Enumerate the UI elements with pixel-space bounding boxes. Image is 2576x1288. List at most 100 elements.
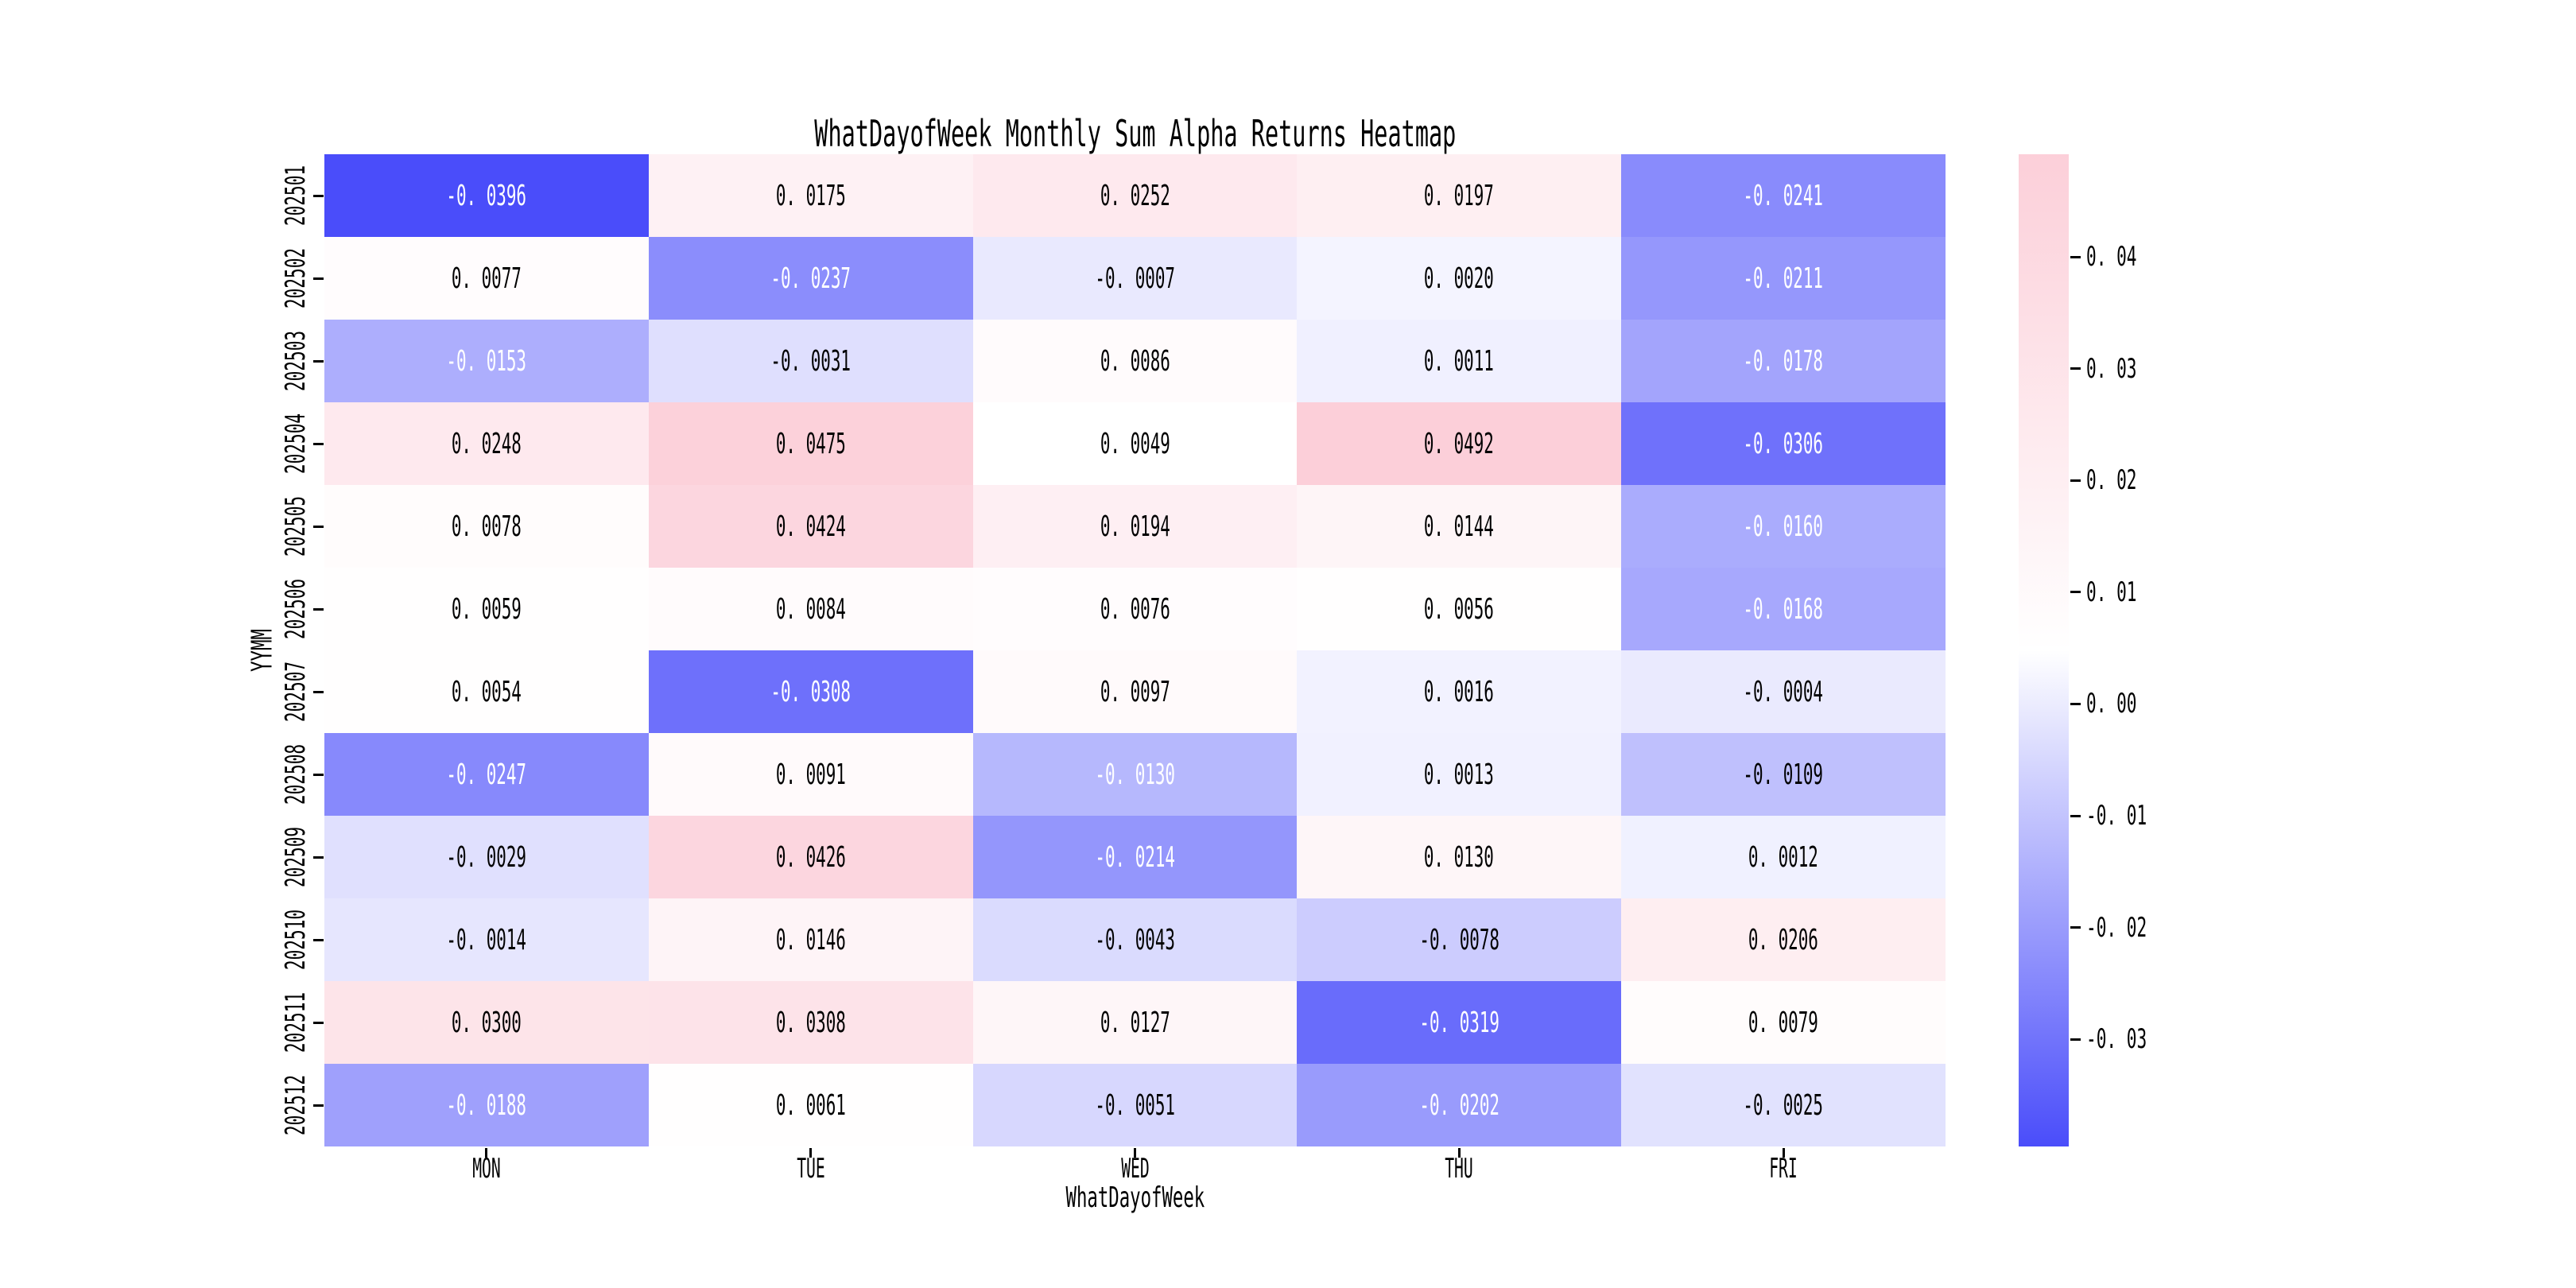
y-tick-mark <box>313 690 324 693</box>
y-tick-label-text: 202511 <box>280 991 312 1053</box>
heatmap-cell-202511-THU: -0. 0319 <box>1297 981 1622 1064</box>
heatmap-cell-202505-MON: 0. 0078 <box>324 485 649 568</box>
x-tick-mark <box>809 1148 813 1158</box>
y-axis-label-text: YYMM <box>246 629 279 672</box>
cell-value: -0. 0025 <box>1743 1088 1824 1122</box>
x-tick-label-text: THU <box>1445 1153 1474 1185</box>
heatmap-cell-202501-THU: 0. 0197 <box>1297 154 1622 237</box>
heatmap-cell-202506-TUE: 0. 0084 <box>648 568 973 650</box>
colorbar-tick-mark <box>2070 591 2081 594</box>
colorbar-tick-mark <box>2070 926 2081 929</box>
cell-value: 0. 0084 <box>775 592 846 626</box>
cell-value: -0. 0237 <box>770 262 851 295</box>
heatmap-cell-202512-FRI: -0. 0025 <box>1621 1064 1946 1146</box>
cell-value: 0. 0054 <box>451 675 522 708</box>
heatmap-cell-202510-MON: -0. 0014 <box>324 898 649 981</box>
heatmap-cell-202506-WED: 0. 0076 <box>972 568 1298 650</box>
heatmap-cell-202512-THU: -0. 0202 <box>1297 1064 1622 1146</box>
y-tick-label-text: 202507 <box>280 661 312 723</box>
cell-value: 0. 0077 <box>451 262 522 295</box>
cell-value: 0. 0086 <box>1100 344 1170 378</box>
y-tick-mark <box>313 855 324 859</box>
cell-value: -0. 0007 <box>1095 262 1175 295</box>
heatmap-grid: -0. 0396 0. 0175 0. 0252 0. 0197 -0. 0241 0. … <box>324 154 1946 1146</box>
heatmap-cell-202509-TUE: 0. 0426 <box>648 816 973 898</box>
heatmap-cell-202509-FRI: 0. 0012 <box>1621 816 1946 898</box>
cell-value: 0. 0194 <box>1100 510 1170 543</box>
x-tick-label-text: MON <box>472 1153 501 1185</box>
y-tick-mark <box>313 194 324 197</box>
heatmap-cell-202504-TUE: 0. 0475 <box>648 402 973 485</box>
cell-value: 0. 0091 <box>775 758 846 791</box>
heatmap-cell-202504-WED: 0. 0049 <box>972 402 1298 485</box>
x-axis-label: WhatDayofWeek <box>324 1181 1946 1214</box>
cell-value: 0. 0424 <box>775 510 846 543</box>
colorbar-tick-label-text: -0. 01 <box>2086 800 2147 832</box>
cell-value: -0. 0160 <box>1743 510 1824 543</box>
cell-value: 0. 0206 <box>1748 923 1819 956</box>
colorbar-tick-label-text: 0. 02 <box>2086 464 2137 497</box>
heatmap-cell-202503-WED: 0. 0086 <box>972 320 1298 402</box>
colorbar-tick-label-text: 0. 01 <box>2086 576 2137 608</box>
cell-value: 0. 0252 <box>1100 179 1170 212</box>
cell-value: -0. 0078 <box>1419 923 1499 956</box>
cell-value: -0. 0202 <box>1419 1088 1499 1122</box>
y-tick-label-text: 202502 <box>280 247 312 309</box>
cell-value: 0. 0175 <box>775 179 846 212</box>
x-tick-mark <box>1457 1148 1461 1158</box>
y-tick-label-text: 202506 <box>280 578 312 640</box>
cell-value: -0. 0319 <box>1419 1006 1499 1039</box>
cell-value: 0. 0020 <box>1424 262 1495 295</box>
heatmap-cell-202512-TUE: 0. 0061 <box>648 1064 973 1146</box>
cell-value: 0. 0308 <box>775 1006 846 1039</box>
cell-value: 0. 0049 <box>1100 427 1170 460</box>
cell-value: -0. 0004 <box>1743 675 1824 708</box>
cell-value: 0. 0144 <box>1424 510 1495 543</box>
cell-value: 0. 0426 <box>775 840 846 874</box>
cell-value: 0. 0056 <box>1424 592 1495 626</box>
x-tick-mark <box>1134 1148 1136 1158</box>
heatmap-cell-202508-THU: 0. 0013 <box>1297 733 1622 816</box>
heatmap-cell-202508-TUE: 0. 0091 <box>648 733 973 816</box>
cell-value: -0. 0043 <box>1095 923 1175 956</box>
heatmap-cell-202511-FRI: 0. 0079 <box>1621 981 1946 1064</box>
y-tick-label-text: 202508 <box>280 743 312 805</box>
colorbar-tick-mark <box>2070 1038 2081 1041</box>
y-tick-label-text: 202504 <box>280 413 312 475</box>
colorbar-tick-mark <box>2070 367 2081 370</box>
y-tick-mark <box>313 359 324 363</box>
cell-value: 0. 0146 <box>775 923 846 956</box>
heatmap-cell-202507-MON: 0. 0054 <box>324 650 649 733</box>
y-tick-mark <box>313 525 324 528</box>
cell-value: 0. 0013 <box>1424 758 1495 791</box>
heatmap-cell-202504-MON: 0. 0248 <box>324 402 649 485</box>
cell-value: -0. 0306 <box>1743 427 1824 460</box>
cell-value: 0. 0492 <box>1424 427 1495 460</box>
heatmap-cell-202511-TUE: 0. 0308 <box>648 981 973 1064</box>
heatmap-cell-202510-FRI: 0. 0206 <box>1621 898 1946 981</box>
cell-value: -0. 0178 <box>1743 344 1824 378</box>
heatmap-cell-202506-THU: 0. 0056 <box>1297 568 1622 650</box>
heatmap-cell-202509-WED: -0. 0214 <box>972 816 1298 898</box>
heatmap-cell-202507-THU: 0. 0016 <box>1297 650 1622 733</box>
heatmap-cell-202509-THU: 0. 0130 <box>1297 816 1622 898</box>
heatmap-cell-202508-MON: -0. 0247 <box>324 733 649 816</box>
cell-value: -0. 0014 <box>446 923 527 956</box>
colorbar-tick-mark <box>2070 255 2081 258</box>
heatmap-cell-202504-THU: 0. 0492 <box>1297 402 1622 485</box>
x-tick-label-text: WED <box>1120 1153 1150 1185</box>
cell-value: 0. 0130 <box>1424 840 1495 874</box>
cell-value: -0. 0168 <box>1743 592 1824 626</box>
cell-value: -0. 0188 <box>446 1088 527 1122</box>
cell-value: -0. 0153 <box>446 344 527 378</box>
cell-value: -0. 0031 <box>770 344 851 378</box>
heatmap-cell-202503-FRI: -0. 0178 <box>1621 320 1946 402</box>
y-tick-mark <box>313 1021 324 1024</box>
y-tick-mark <box>313 773 324 776</box>
heatmap-cell-202511-MON: 0. 0300 <box>324 981 649 1064</box>
cell-value: -0. 0308 <box>770 675 851 708</box>
heatmap-cell-202506-FRI: -0. 0168 <box>1621 568 1946 650</box>
colorbar-tick-label-text: 0. 03 <box>2086 352 2137 385</box>
cell-value: 0. 0097 <box>1100 675 1170 708</box>
